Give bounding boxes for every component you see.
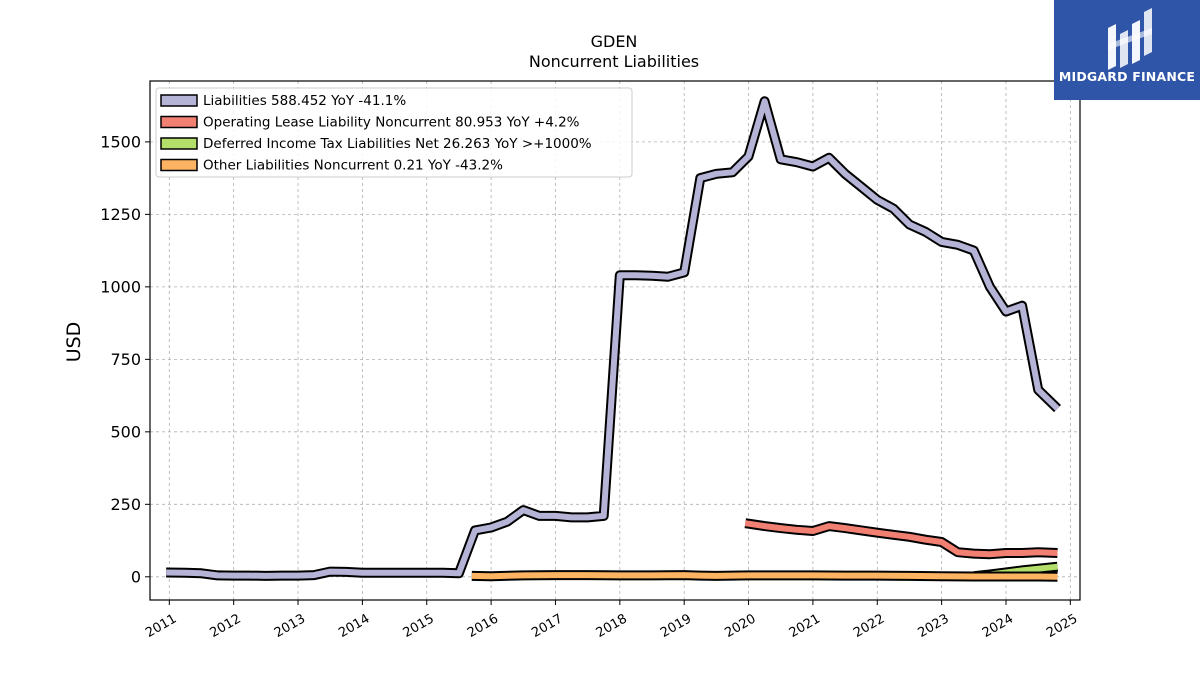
x-tick-label: 2022 — [851, 611, 887, 641]
legend-entry: Deferred Income Tax Liabilities Net 26.2… — [203, 136, 592, 152]
legend-box — [155, 87, 633, 178]
x-tick-label: 2016 — [465, 611, 501, 641]
x-tick-label: 2019 — [658, 611, 694, 641]
legend-swatch — [160, 137, 198, 150]
x-tick-label: 2012 — [208, 611, 244, 641]
y-tick-label: 750 — [110, 350, 141, 369]
y-tick-label: 500 — [110, 422, 141, 441]
y-tick-label: 1000 — [100, 277, 141, 296]
x-tick-label: 2018 — [594, 611, 630, 641]
x-tick-label: 2021 — [787, 611, 823, 641]
y-tick-label: 0 — [131, 567, 141, 586]
brand-name: MIDGARD FINANCE — [1058, 69, 1196, 84]
series-liabilities — [166, 96, 1061, 581]
x-tick-label: 2023 — [915, 611, 951, 641]
x-axis: 2011 2012 2013 2014 2015 2016 2017 2018 2019 2020… — [143, 600, 1080, 641]
series-line — [471, 572, 1058, 580]
x-tick-label: 2011 — [143, 611, 179, 641]
legend-swatch — [160, 115, 198, 129]
x-tick-label: 2015 — [401, 611, 437, 641]
chart-subtitle: Noncurrent Liabilities — [529, 52, 699, 71]
midgard-logo-icon — [1108, 8, 1152, 70]
legend-entry: Operating Lease Liability Noncurrent 80.… — [203, 115, 580, 131]
x-tick-label: 2014 — [336, 611, 372, 641]
y-axis-label: USD — [63, 322, 85, 363]
chart-title: GDEN — [591, 32, 638, 51]
plot-frame — [149, 80, 1081, 601]
series-lines — [166, 96, 1061, 582]
y-tick-label: 1250 — [100, 205, 141, 224]
series-other-liabilities-noncurrent — [471, 570, 1058, 582]
brand-logo: MIDGARD FINANCE — [1054, 0, 1200, 100]
series-line — [744, 520, 1058, 558]
legend: Liabilities 588.452 YoY -41.1% Operating … — [155, 87, 633, 178]
legend-swatch — [160, 94, 198, 107]
legend-entry: Liabilities 588.452 YoY -41.1% — [203, 93, 406, 109]
x-tick-label: 2017 — [529, 611, 565, 641]
x-tick-label: 2024 — [980, 611, 1016, 641]
y-tick-label: 250 — [110, 495, 141, 514]
x-tick-label: 2025 — [1044, 611, 1080, 641]
legend-entry: Other Liabilities Noncurrent 0.21 YoY -4… — [203, 158, 503, 174]
y-axis: 0 250 500 750 1000 1250 1500 — [100, 132, 150, 586]
y-tick-label: 1500 — [100, 132, 141, 151]
x-tick-label: 2013 — [272, 611, 308, 641]
x-tick-label: 2020 — [722, 611, 758, 641]
series-operating-lease-liability-noncurrent — [744, 518, 1058, 560]
series-line — [166, 98, 1060, 579]
legend-swatch — [160, 158, 198, 172]
